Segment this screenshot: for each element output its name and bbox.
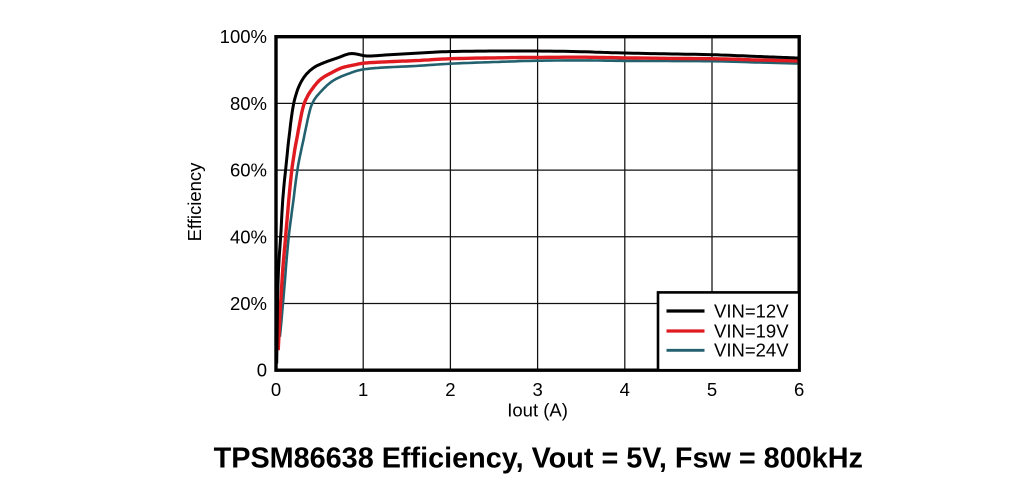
- svg-text:5: 5: [707, 379, 717, 400]
- svg-text:4: 4: [620, 379, 630, 400]
- svg-text:2: 2: [445, 379, 455, 400]
- svg-text:40%: 40%: [230, 226, 267, 247]
- svg-text:Efficiency: Efficiency: [184, 162, 205, 242]
- svg-text:TPSM86638 Efficiency, Vout = 5: TPSM86638 Efficiency, Vout = 5V, Fsw = 8…: [214, 442, 863, 474]
- svg-text:6: 6: [794, 379, 804, 400]
- svg-text:80%: 80%: [230, 93, 267, 114]
- svg-text:VIN=12V: VIN=12V: [714, 300, 789, 321]
- svg-text:20%: 20%: [230, 293, 267, 314]
- svg-text:VIN=19V: VIN=19V: [714, 320, 789, 341]
- svg-text:0: 0: [257, 360, 267, 381]
- svg-text:60%: 60%: [230, 160, 267, 181]
- svg-text:3: 3: [532, 379, 542, 400]
- svg-text:1: 1: [358, 379, 368, 400]
- svg-text:Iout (A): Iout (A): [507, 400, 568, 421]
- svg-text:100%: 100%: [220, 26, 267, 47]
- svg-text:0: 0: [271, 379, 281, 400]
- svg-text:VIN=24V: VIN=24V: [714, 340, 789, 361]
